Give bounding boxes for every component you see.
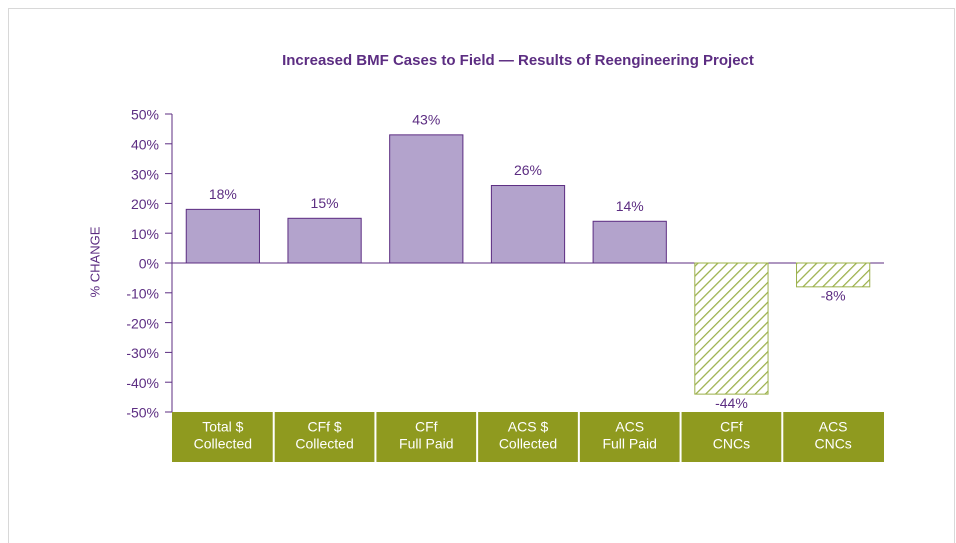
x-tick-label: Collected xyxy=(499,436,557,452)
frame xyxy=(8,8,955,543)
value-label: -44% xyxy=(715,395,748,411)
y-tick-label: 0% xyxy=(139,256,159,272)
y-tick-label: -20% xyxy=(126,315,159,331)
value-label: 43% xyxy=(412,112,440,128)
x-tick-label: Total $ xyxy=(202,419,243,435)
y-tick-label: 50% xyxy=(131,107,159,123)
y-tick-label: -40% xyxy=(126,375,159,391)
x-tick-label: CNCs xyxy=(713,436,750,452)
y-axis-label: % CHANGE xyxy=(87,226,102,297)
category-band xyxy=(172,412,884,462)
x-tick-label: CFf $ xyxy=(307,419,341,435)
bar xyxy=(796,262,871,288)
y-tick-label: -30% xyxy=(126,345,159,361)
y-tick-label: -50% xyxy=(126,405,159,421)
value-label: 14% xyxy=(616,198,644,214)
bar xyxy=(389,134,464,264)
x-tick-label: Full Paid xyxy=(602,436,656,452)
y-tick-label: 10% xyxy=(131,226,159,242)
value-label: 15% xyxy=(311,195,339,211)
bar xyxy=(694,262,769,395)
x-tick-label: Collected xyxy=(194,436,252,452)
x-tick-label: ACS xyxy=(819,419,848,435)
x-tick-label: ACS xyxy=(615,419,644,435)
bar xyxy=(185,208,260,264)
y-tick-label: 40% xyxy=(131,137,159,153)
x-tick-label: ACS $ xyxy=(508,419,549,435)
x-tick-label: Collected xyxy=(295,436,353,452)
chart-title: Increased BMF Cases to Field — Results o… xyxy=(282,52,754,69)
x-tick-label: Full Paid xyxy=(399,436,453,452)
y-tick-label: 20% xyxy=(131,196,159,212)
bar xyxy=(592,220,667,264)
value-label: -8% xyxy=(821,288,846,304)
bar xyxy=(287,217,362,264)
value-label: 18% xyxy=(209,186,237,202)
y-tick-label: 30% xyxy=(131,166,159,182)
x-tick-label: CFf xyxy=(720,419,743,435)
y-tick-label: -10% xyxy=(126,286,159,302)
x-tick-label: CNCs xyxy=(814,436,851,452)
value-label: 26% xyxy=(514,162,542,178)
bar xyxy=(490,185,566,264)
x-tick-label: CFf xyxy=(415,419,438,435)
